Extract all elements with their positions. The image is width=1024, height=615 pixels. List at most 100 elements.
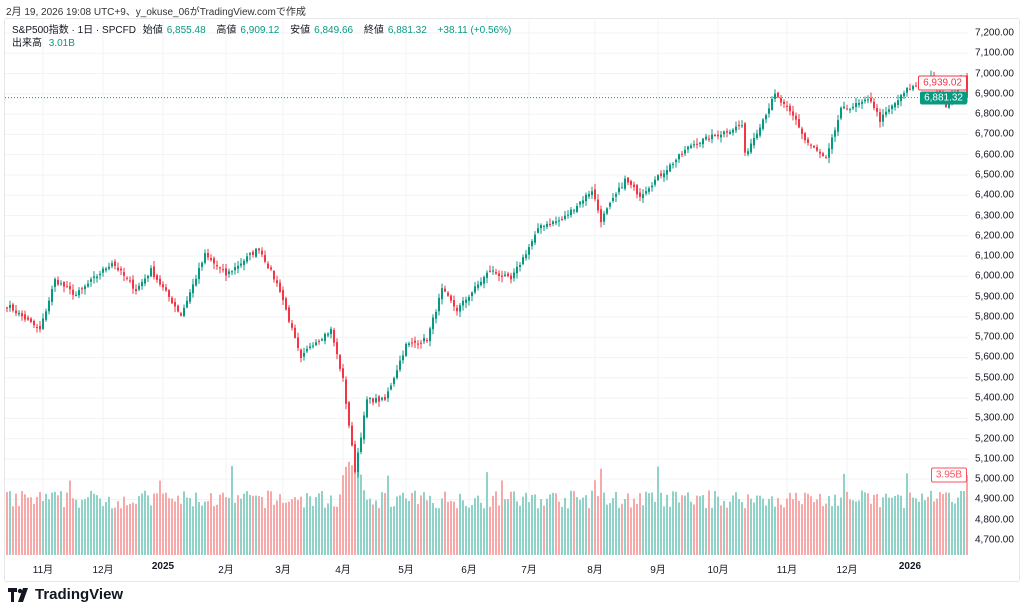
volume-bar bbox=[939, 492, 941, 555]
volume-bar bbox=[87, 497, 89, 555]
candle-body bbox=[603, 213, 605, 222]
candle-body bbox=[225, 268, 227, 276]
candle-body bbox=[69, 286, 71, 290]
tradingview-logo[interactable]: TradingView bbox=[8, 586, 123, 603]
volume-bar bbox=[393, 506, 395, 555]
candle-body bbox=[717, 134, 719, 137]
candle-body bbox=[468, 296, 470, 301]
candle-body bbox=[48, 300, 50, 312]
volume-bar bbox=[639, 493, 641, 555]
candle-body bbox=[720, 134, 722, 138]
volume-bar bbox=[117, 501, 119, 555]
candle-body bbox=[6, 307, 8, 309]
candle-body bbox=[450, 295, 452, 301]
volume-bar bbox=[585, 495, 587, 555]
candle-body bbox=[201, 262, 203, 267]
candle-body bbox=[150, 268, 152, 277]
volume-bar bbox=[801, 504, 803, 555]
candle-body bbox=[171, 297, 173, 304]
candle-body bbox=[132, 279, 134, 289]
time-tick-label: 3月 bbox=[275, 565, 291, 576]
last-price-tag: 6,881.32 bbox=[920, 91, 967, 105]
candle-body bbox=[318, 340, 320, 342]
volume-bar bbox=[537, 508, 539, 555]
volume-bar bbox=[657, 466, 659, 555]
candle-body bbox=[564, 215, 566, 219]
volume-bar bbox=[933, 501, 935, 555]
candle-body bbox=[54, 279, 56, 287]
volume-bar bbox=[180, 503, 182, 555]
candle-body bbox=[96, 276, 98, 279]
volume-bar bbox=[597, 496, 599, 555]
price-tick-label: 5,700.00 bbox=[975, 331, 1014, 343]
volume-bar bbox=[75, 499, 77, 555]
volume-bar bbox=[948, 492, 950, 555]
candle-body bbox=[513, 272, 515, 279]
candle-body bbox=[900, 94, 902, 102]
candle-body bbox=[213, 258, 215, 264]
volume-bar bbox=[402, 492, 404, 555]
volume-bar bbox=[381, 492, 383, 555]
volume-bar bbox=[879, 507, 881, 555]
price-tick-label: 6,500.00 bbox=[975, 169, 1014, 181]
symbol-name[interactable]: S&P500指数 · 1日 · SPCFD bbox=[12, 25, 136, 36]
volume-bar bbox=[27, 497, 29, 555]
volume-bar bbox=[18, 506, 20, 555]
candle-body bbox=[261, 250, 263, 255]
volume-bar bbox=[795, 492, 797, 555]
candle-body bbox=[783, 101, 785, 104]
time-tick-label: 12月 bbox=[836, 565, 858, 576]
candle-body bbox=[231, 271, 233, 273]
candle-body bbox=[342, 368, 344, 379]
volume-bar bbox=[471, 505, 473, 555]
candle-body bbox=[144, 278, 146, 284]
volume-bar bbox=[642, 505, 644, 555]
volume-bar bbox=[495, 491, 497, 555]
candle-body bbox=[741, 125, 743, 127]
candle-body bbox=[267, 263, 269, 269]
volume-bar bbox=[717, 496, 719, 555]
candle-body bbox=[108, 266, 110, 269]
candle-body bbox=[567, 214, 569, 216]
candle-body bbox=[501, 275, 503, 277]
time-tick-label: 7月 bbox=[521, 565, 537, 576]
candle-body bbox=[588, 194, 590, 197]
volume-bar bbox=[420, 495, 422, 555]
candle-body bbox=[204, 253, 206, 263]
candle-body bbox=[72, 289, 74, 295]
high-label: 高値 bbox=[216, 25, 237, 36]
candle-body bbox=[264, 255, 266, 262]
volume-bar bbox=[66, 492, 68, 555]
candle-body bbox=[357, 452, 359, 473]
candle-body bbox=[624, 178, 626, 189]
volume-bar bbox=[81, 499, 83, 555]
volume-bar bbox=[102, 506, 104, 555]
volume-bar bbox=[726, 507, 728, 555]
candle-body bbox=[621, 187, 623, 189]
candle-body bbox=[192, 284, 194, 294]
candle-body bbox=[759, 127, 761, 136]
candle-body bbox=[42, 318, 44, 329]
candle-body bbox=[156, 275, 158, 280]
volume-bar bbox=[804, 492, 806, 555]
volume-bar bbox=[162, 493, 164, 555]
volume-bar bbox=[846, 491, 848, 555]
candle-body bbox=[456, 307, 458, 312]
candle-body bbox=[411, 342, 413, 344]
candle-body bbox=[816, 147, 818, 151]
candle-body bbox=[228, 271, 230, 274]
candle-body bbox=[510, 275, 512, 280]
volume-bar bbox=[816, 499, 818, 555]
price-tick-label: 6,300.00 bbox=[975, 210, 1014, 222]
volume-bar bbox=[273, 504, 275, 555]
volume-bar bbox=[870, 503, 872, 555]
volume-bar bbox=[768, 498, 770, 555]
volume-bar bbox=[747, 494, 749, 555]
candle-body bbox=[330, 328, 332, 335]
time-tick-label: 11月 bbox=[32, 565, 54, 576]
candle-body bbox=[834, 130, 836, 137]
candle-body bbox=[327, 333, 329, 336]
candle-body bbox=[294, 327, 296, 338]
volume-bar bbox=[441, 498, 443, 555]
